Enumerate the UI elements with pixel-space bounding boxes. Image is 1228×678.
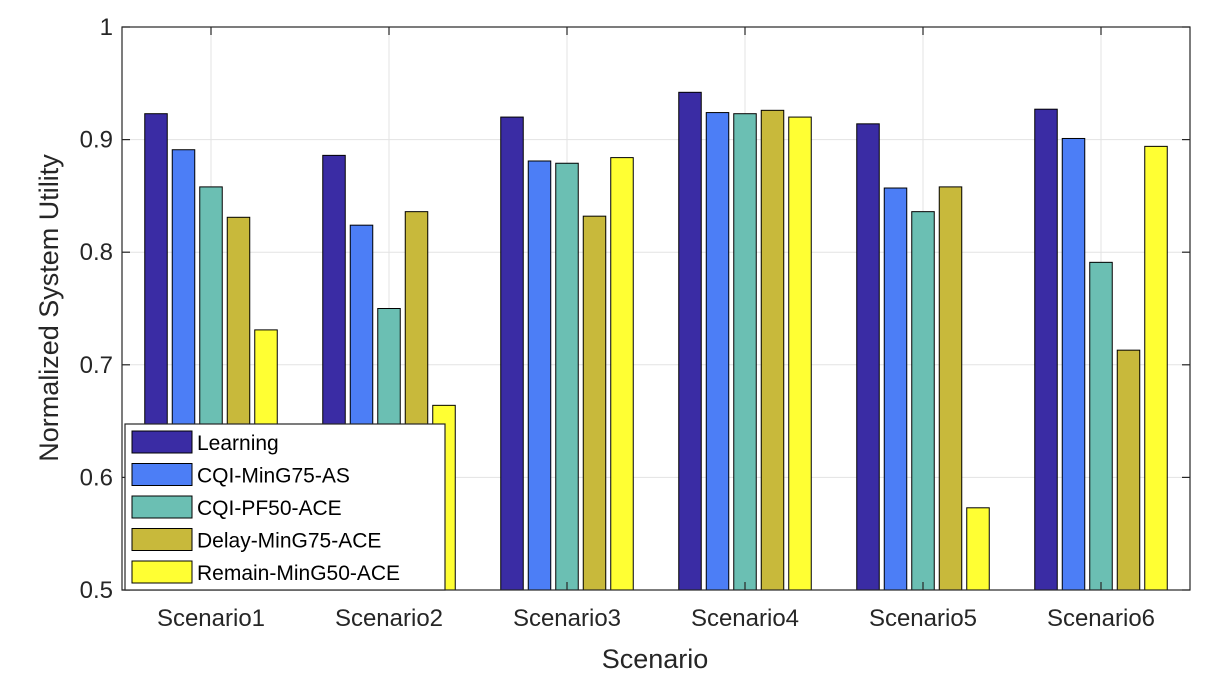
x-axis-label: Scenario (602, 644, 709, 674)
legend-label-3: CQI-PF50-ACE (197, 497, 342, 520)
bar-2-6 (1061, 137, 1086, 591)
y-tick-label-1: 0.6 (80, 464, 113, 491)
legend-label-5: Remain-MinG50-ACE (197, 562, 400, 585)
bar-5-6 (1144, 145, 1168, 591)
legend: Learning CQI-MinG75-AS CQI-PF50-ACE Delay-M… (124, 423, 446, 591)
legend-label-4: Delay-MinG75-ACE (197, 530, 381, 553)
y-axis-label: Normalized System Utility (34, 154, 64, 462)
legend-swatch-3 (131, 495, 193, 519)
legend-swatch-4 (131, 528, 193, 551)
bar-4-3 (582, 215, 607, 591)
y-tick-label-4: 0.9 (80, 127, 113, 154)
bar-1-5 (856, 123, 880, 591)
bar-1-3 (500, 116, 524, 591)
x-tick-label-0: Scenario1 (157, 605, 265, 632)
legend-swatch-2 (131, 463, 193, 486)
bar-3-4 (733, 113, 757, 591)
bar-2-4 (705, 112, 730, 591)
legend-swatch-5 (131, 560, 193, 584)
legend-swatch-1 (131, 430, 193, 454)
bar-1-6 (1034, 108, 1058, 591)
x-tick-label-3: Scenario4 (691, 605, 799, 632)
x-tick-label-4: Scenario5 (869, 605, 977, 632)
bar-4-4 (760, 109, 785, 591)
legend-label-1: Learning (197, 432, 279, 455)
bar-4-5 (938, 186, 963, 591)
bar-3-3 (555, 162, 579, 591)
bar-3-6 (1089, 261, 1113, 591)
bar-5-3 (610, 157, 634, 591)
y-tick-label-3: 0.8 (80, 239, 113, 266)
bar-2-5 (883, 187, 908, 591)
bar-2-3 (527, 160, 552, 591)
bar-3-5 (911, 211, 935, 591)
bar-5-5 (966, 507, 990, 591)
x-tick-label-5: Scenario6 (1047, 605, 1155, 632)
x-tick-label-1: Scenario2 (335, 605, 443, 632)
x-tick-label-2: Scenario3 (513, 605, 621, 632)
bar-1-4 (678, 91, 702, 591)
bar-5-4 (788, 116, 812, 591)
legend-label-2: CQI-MinG75-AS (197, 465, 350, 488)
y-tick-label-2: 0.7 (80, 352, 113, 379)
y-tick-label-0: 0.5 (80, 577, 113, 604)
bar-4-6 (1116, 349, 1141, 591)
y-tick-label-5: 1 (100, 14, 113, 41)
plot-frame (121, 26, 1191, 591)
